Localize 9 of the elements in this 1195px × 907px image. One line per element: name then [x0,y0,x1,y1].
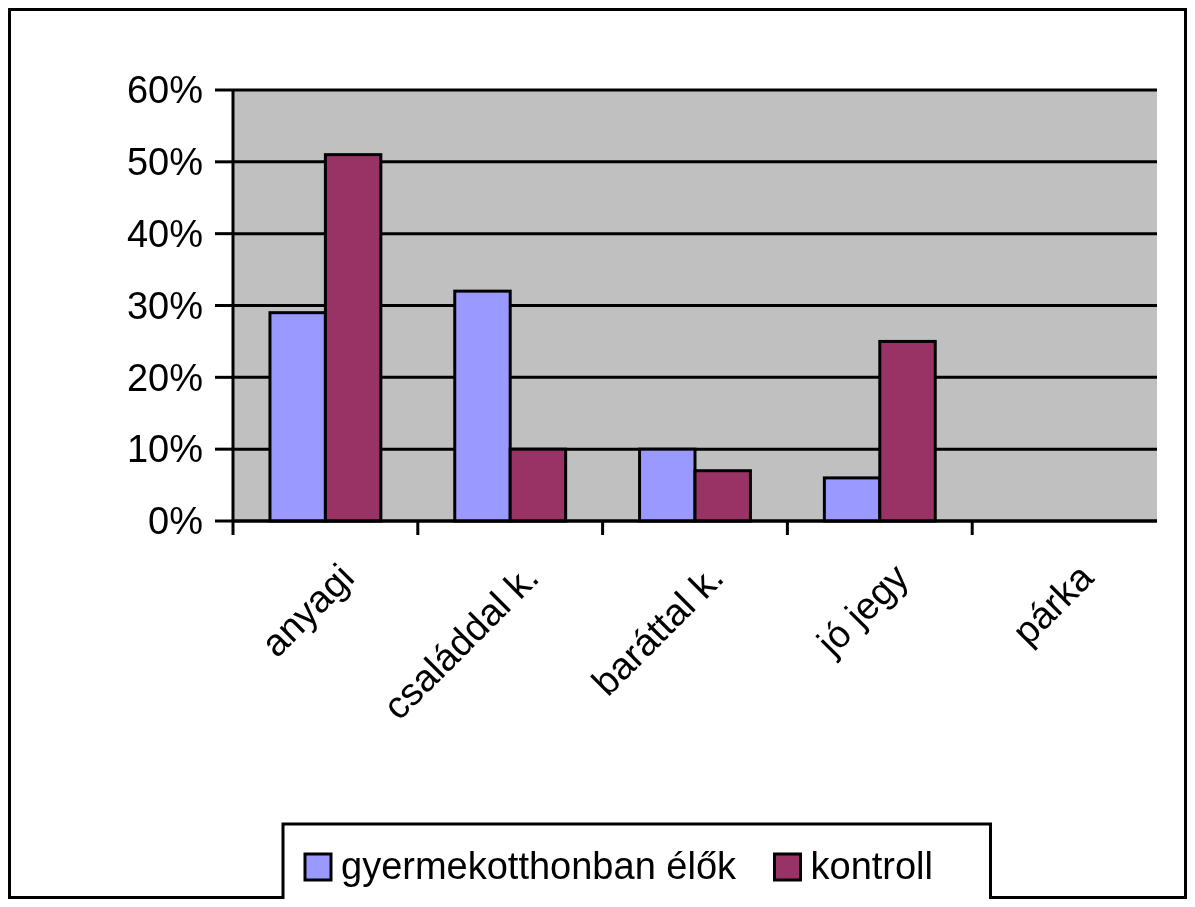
y-tick-label: 50% [126,141,203,184]
y-tick-label: 20% [126,356,203,399]
legend-label: kontroll [810,845,933,888]
y-tick-label: 0% [148,500,203,543]
y-tick-label: 10% [126,428,203,471]
y-tick-label: 30% [126,284,203,327]
legend-label: gyermekotthonban élők [341,845,738,888]
y-tick-label: 40% [126,212,203,255]
y-tick-label: 60% [126,69,203,112]
